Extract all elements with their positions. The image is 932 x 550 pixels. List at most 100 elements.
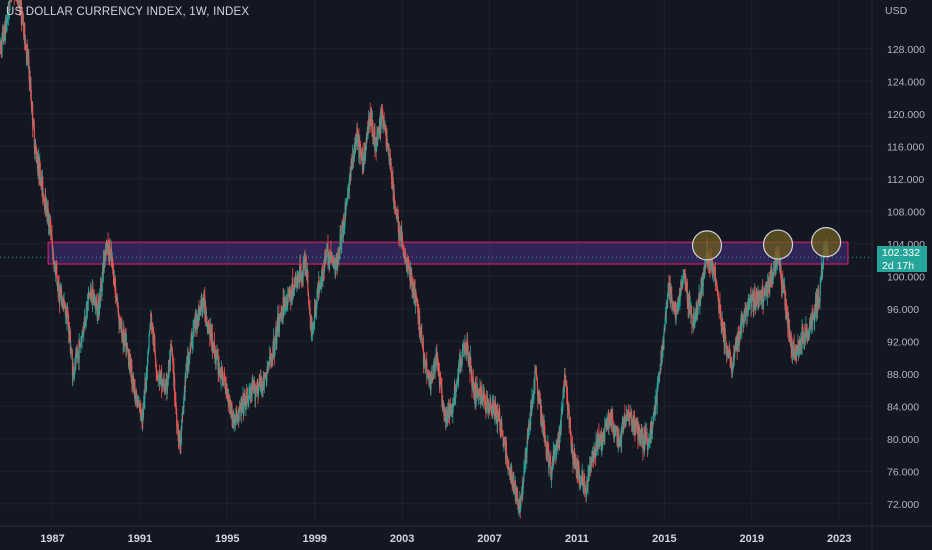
candle-body [694,319,696,322]
candle-body [233,419,235,428]
candle-body [146,363,148,373]
candle-body [772,276,774,282]
candle-body [382,122,384,128]
candle-body [699,297,701,306]
candle-body [652,422,654,433]
candle-body [701,278,703,290]
candle-body [716,286,718,288]
candle-body [137,402,139,406]
candle-body [523,466,525,469]
candle-body [215,353,218,357]
candle-body [7,16,9,20]
candle-body [176,413,178,427]
candle-body [435,361,437,363]
candle-body [88,292,90,294]
candle-body [79,346,81,347]
candle-body [711,259,713,265]
candle-body [668,289,670,294]
candle-body [288,291,290,297]
candle-body [53,254,55,263]
candle-body [166,380,168,392]
candle-body [641,429,643,440]
candle-body [737,336,739,351]
candle-body [738,331,740,346]
candle-body [332,256,334,265]
candle-body [343,222,345,225]
candle-body [245,395,247,405]
candle-body [528,424,530,428]
candle-body [541,406,543,415]
candle-body [542,421,544,428]
candle-body [394,202,396,208]
y-tick-label: 84.000 [887,401,919,413]
candle-body [624,414,626,419]
candle-body [489,403,491,410]
candle-body [154,340,156,346]
candle-body [98,300,100,315]
candle-body [395,211,397,213]
candle-body [351,164,353,166]
candle-body [345,205,347,213]
x-tick-label: 2019 [740,533,764,545]
candle-body [432,376,434,379]
candle-body [424,362,426,369]
candle-body [415,291,417,295]
candle-body [99,284,102,299]
candle-body [475,394,477,402]
candle-body [230,400,232,415]
candle-body [33,119,35,129]
candle-body [808,331,810,339]
candle-body [814,318,816,322]
candle-body [481,388,483,399]
candle-body [185,366,187,380]
candle-body [115,297,117,301]
candle-body [575,460,577,468]
candle-body [356,129,358,132]
price-axis[interactable]: 72.000 76.000 80.000 84.000 88.000 92.000 96.0… [887,44,925,511]
candle-body [320,283,322,288]
candle-body [686,282,688,303]
candle-body [138,405,140,407]
candle-body [99,295,101,308]
candle-body [284,296,286,309]
candle-body [347,190,350,192]
candle-body [487,406,489,414]
candle-body [236,416,238,420]
candle-body [396,210,398,213]
candle-body [744,311,747,318]
candle-body [755,305,757,309]
candle-body [503,440,505,446]
candle-body [461,357,463,365]
last-price-value: 102.332 [882,247,920,259]
candle-body [30,98,32,108]
candle-body [363,161,365,163]
candle-body [117,312,120,315]
candle-body [439,376,441,384]
candle-body [339,234,342,238]
candle-body [745,308,747,315]
candle-body [564,374,566,378]
candle-body [621,423,623,428]
candle-body [243,400,245,406]
candle-body [619,441,621,444]
candle-body [333,262,335,264]
candle-body [764,291,766,295]
time-axis[interactable]: 1987 1991 1995 1999 2003 2007 2011 2015 2019 2023 [40,533,851,545]
candle-body [670,293,672,296]
candle-body [109,246,111,259]
candle-body [314,305,316,311]
candle-body [36,158,38,163]
candle-body [377,131,379,141]
candle-body [79,341,81,344]
candle-body [61,289,63,304]
candle-body [222,378,224,385]
candle-body [453,386,455,402]
candle-body [578,469,580,482]
candle-body [820,280,822,282]
candle-body [817,289,819,303]
candle-body [206,317,208,323]
candle-body [718,299,720,309]
candle-body [27,58,29,61]
candle-body [555,444,557,460]
